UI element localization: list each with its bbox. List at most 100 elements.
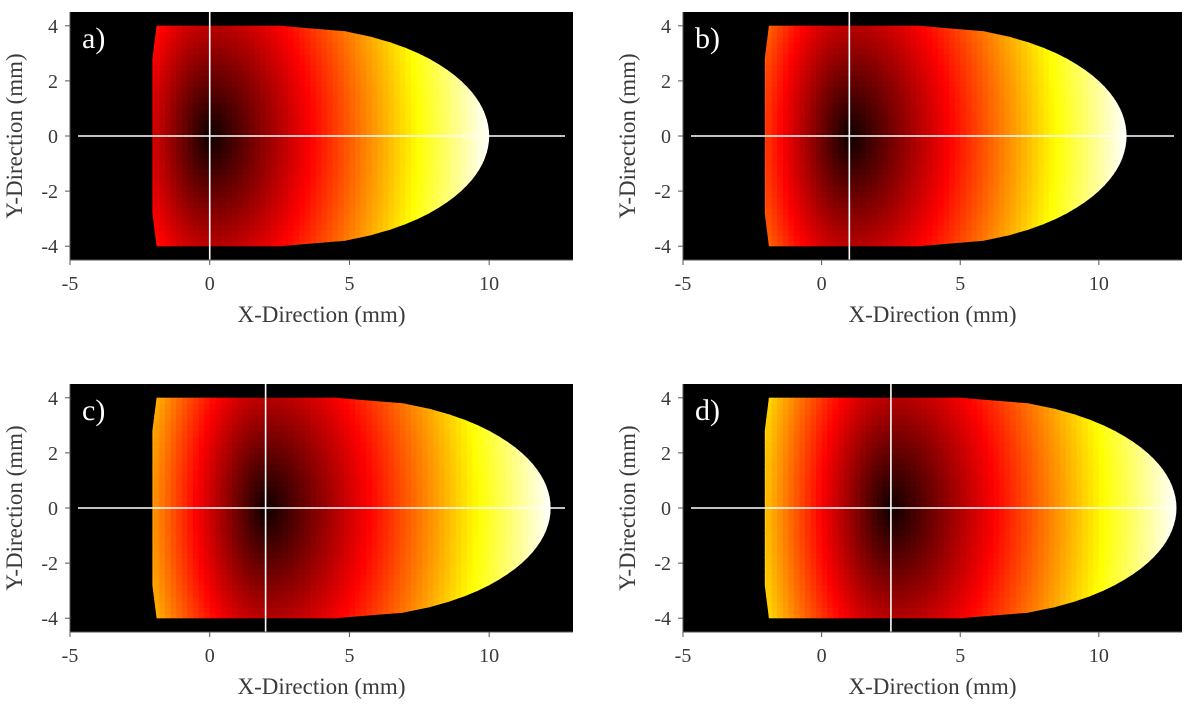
heatmap-cell <box>405 191 412 198</box>
heatmap-cell <box>287 136 295 143</box>
heatmap-cell <box>220 213 228 220</box>
heatmap-cell <box>444 136 451 143</box>
heatmap-cell <box>764 202 767 209</box>
heatmap-cell <box>271 86 278 93</box>
heatmap-cell <box>377 58 384 65</box>
heatmap-cell <box>766 86 773 93</box>
heatmap-cell <box>360 102 367 110</box>
heatmap-cell <box>204 224 211 231</box>
heatmap-cell <box>220 191 228 198</box>
heatmap-cell <box>343 53 351 60</box>
heatmap-cell <box>799 196 806 203</box>
heatmap-cell <box>788 224 795 231</box>
heatmap-cell <box>271 207 278 214</box>
heatmap-cell <box>382 196 390 203</box>
heatmap-cell <box>165 191 172 198</box>
heatmap-cell <box>433 69 440 76</box>
heatmap-cell <box>355 58 362 65</box>
heatmap-cell <box>821 25 828 27</box>
heatmap-cell <box>248 64 256 71</box>
heatmap-cell <box>232 163 239 170</box>
heatmap-cell <box>764 130 767 137</box>
heatmap-cell <box>821 80 828 87</box>
heatmap-cell <box>176 64 183 71</box>
heatmap-cell <box>382 163 390 170</box>
heatmap-cell <box>371 196 378 203</box>
heatmap-cell <box>438 196 446 203</box>
heatmap-cell <box>799 25 806 32</box>
heatmap-cell <box>338 80 345 87</box>
heatmap-cell <box>804 196 812 203</box>
heatmap-cell <box>388 213 395 220</box>
heatmap-cell <box>410 136 418 143</box>
heatmap-cell <box>215 42 222 49</box>
heatmap-cell <box>782 213 789 220</box>
heatmap-cell <box>321 69 328 76</box>
heatmap-cell <box>438 152 446 159</box>
heatmap-cell <box>237 47 244 54</box>
heatmap-cell <box>220 25 228 27</box>
heatmap-cell <box>410 163 418 170</box>
heatmap-cell <box>254 136 261 143</box>
heatmap-cell <box>338 207 345 214</box>
heatmap-cell <box>804 147 812 154</box>
heatmap-cell <box>810 152 817 159</box>
heatmap-cell <box>276 174 283 181</box>
heatmap-cell <box>220 136 228 143</box>
heatmap-cell <box>771 136 778 143</box>
heatmap-cell <box>766 97 773 104</box>
heatmap-cell <box>366 69 373 76</box>
heatmap-cell <box>215 75 222 82</box>
heatmap-cell <box>232 224 239 231</box>
heatmap-cell <box>321 64 328 71</box>
heatmap-cell <box>260 113 267 121</box>
heatmap-cell <box>327 86 334 93</box>
heatmap-cell <box>327 31 334 38</box>
heatmap-cell <box>321 102 328 110</box>
heatmap-cell <box>349 218 356 225</box>
heatmap-cell <box>799 124 806 132</box>
heatmap-cell <box>371 174 378 181</box>
heatmap-cell <box>153 124 161 132</box>
heatmap-cell <box>793 64 801 71</box>
heatmap-cell <box>366 113 373 121</box>
heatmap-cell <box>187 158 194 165</box>
heatmap-cell <box>226 36 233 43</box>
heatmap-cell <box>332 229 339 236</box>
heatmap-cell <box>349 163 356 170</box>
heatmap-cell <box>293 97 300 104</box>
heatmap-cell <box>771 163 778 170</box>
heatmap-cell <box>254 58 261 65</box>
heatmap-cell <box>461 180 468 187</box>
heatmap-cell <box>220 224 228 231</box>
heatmap-cell <box>804 86 812 93</box>
heatmap-cell <box>382 213 390 220</box>
heatmap-cell <box>181 240 188 247</box>
heatmap-cell <box>287 86 295 93</box>
heatmap-cell <box>327 202 334 209</box>
heatmap-cell <box>237 158 244 165</box>
heatmap-cell <box>427 152 434 159</box>
heatmap-cell <box>472 169 479 176</box>
heatmap-cell <box>793 25 801 32</box>
heatmap-cell <box>816 108 823 115</box>
heatmap-cell <box>416 196 423 203</box>
heatmap-cell <box>327 152 334 159</box>
heatmap-cell <box>198 147 205 154</box>
heatmap-cell <box>821 36 828 43</box>
heatmap-cell <box>366 147 373 154</box>
heatmap-cell <box>260 224 267 231</box>
heatmap-cell <box>170 229 177 236</box>
heatmap-cell <box>816 47 823 54</box>
heatmap-cell <box>282 53 289 60</box>
heatmap-cell <box>338 169 345 176</box>
heatmap-cell <box>254 202 261 209</box>
heatmap-cell <box>187 102 194 110</box>
heatmap-cell <box>176 102 183 110</box>
heatmap-cell <box>388 207 395 214</box>
heatmap-cell <box>165 47 172 54</box>
heatmap-cell <box>152 69 155 76</box>
heatmap-cell <box>349 53 356 60</box>
heatmap-cell <box>455 119 462 126</box>
heatmap-cell <box>366 191 373 198</box>
